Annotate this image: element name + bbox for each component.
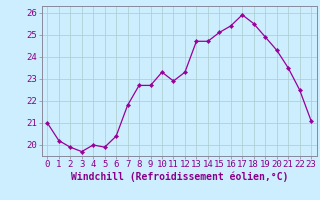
X-axis label: Windchill (Refroidissement éolien,°C): Windchill (Refroidissement éolien,°C) xyxy=(70,172,288,182)
